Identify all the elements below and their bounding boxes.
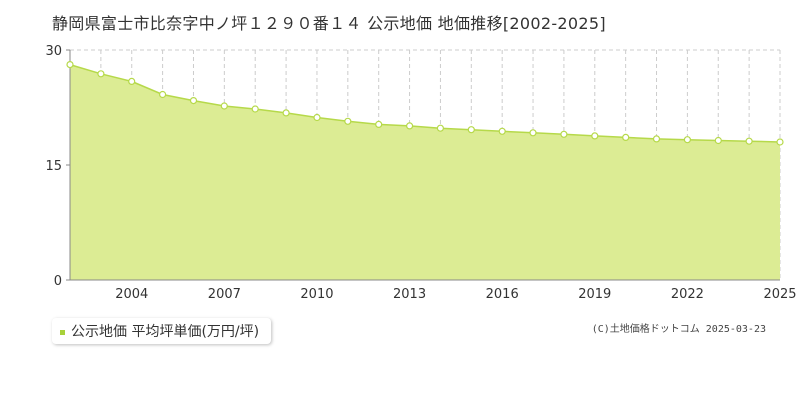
x-tick-label: 2016 <box>486 287 519 302</box>
chart-title: 静岡県富士市比奈字中ノ坪１２９０番１４ 公示地価 地価推移[2002-2025] <box>52 14 606 33</box>
data-point-2021 <box>652 135 661 143</box>
data-point-2016 <box>498 127 506 135</box>
tick-labels: 0 15 30 2004 2007 2010 2013 2016 2019 2022 2025 <box>45 44 796 302</box>
data-point-2020 <box>622 133 630 141</box>
x-tick-label: 2007 <box>208 287 241 302</box>
data-point-2014 <box>436 124 444 132</box>
data-point-2013 <box>406 122 414 130</box>
data-point-2015 <box>467 126 475 134</box>
series-line <box>69 63 781 143</box>
x-tick-label: 2004 <box>115 287 148 302</box>
data-point-2018 <box>560 130 568 138</box>
y-tick-label: 30 <box>45 44 62 59</box>
x-tick-label: 2025 <box>763 287 796 302</box>
x-tick-label: 2022 <box>671 287 704 302</box>
data-point-2005 <box>159 90 167 99</box>
data-point-2025 <box>776 138 784 146</box>
x-tick-label: 2010 <box>300 287 333 302</box>
x-tick-label: 2013 <box>393 287 426 302</box>
data-point-2004 <box>128 77 136 86</box>
data-point-2007 <box>220 102 228 110</box>
copyright-text: (C)土地価格ドットコム 2025-03-23 <box>591 324 766 335</box>
y-tick-label: 0 <box>54 274 62 289</box>
data-point-2002 <box>66 60 74 69</box>
data-point-2017 <box>529 129 537 137</box>
area-fill <box>70 64 780 280</box>
data-point-2011 <box>344 117 352 125</box>
data-point-2006 <box>189 96 198 105</box>
legend: 公示地価 平均坪単価(万円/坪) <box>52 318 272 344</box>
data-point-2010 <box>313 113 321 122</box>
data-point-2008 <box>251 105 259 113</box>
axes <box>66 49 780 281</box>
data-point-2019 <box>591 132 599 140</box>
data-point-2012 <box>375 120 383 129</box>
x-tick-label: 2019 <box>578 287 611 302</box>
data-points <box>66 60 784 146</box>
data-point-2024 <box>745 137 753 145</box>
legend-swatch <box>60 330 65 335</box>
y-tick-label: 15 <box>45 159 62 174</box>
data-point-2003 <box>97 70 105 78</box>
data-point-2009 <box>282 109 290 117</box>
data-point-2022 <box>683 136 692 144</box>
data-point-2023 <box>714 136 722 145</box>
legend-label: 公示地価 平均坪単価(万円/坪) <box>71 324 260 340</box>
